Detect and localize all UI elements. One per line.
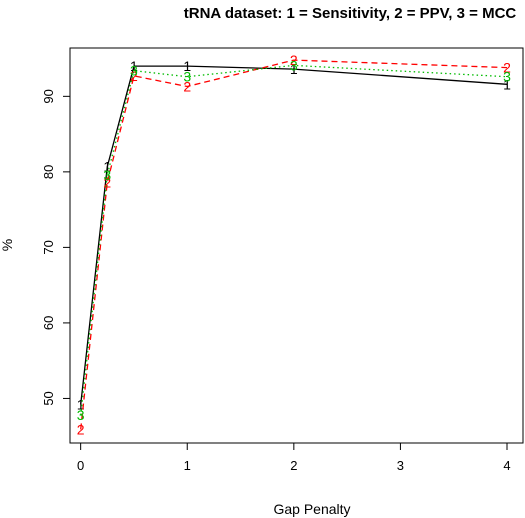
data-point-marker: 2: [183, 79, 191, 95]
series-1: 1 1 1 1 1 1: [77, 58, 511, 412]
plot-frame: [69, 47, 524, 444]
data-point-marker: 2: [503, 60, 511, 76]
x-tick-label: 4: [503, 458, 510, 473]
data-point-marker: 1: [77, 396, 85, 412]
data-point-marker: 2: [103, 174, 111, 190]
data-point-marker: 1: [130, 58, 138, 74]
y-tick-label: 60: [41, 316, 56, 330]
data-point-marker: 3: [103, 167, 111, 183]
x-tick-label: 2: [290, 458, 297, 473]
y-tick-label: 80: [41, 165, 56, 179]
y-tick-label: 90: [41, 89, 56, 103]
series-line: [80, 59, 508, 430]
series-line: [80, 65, 508, 405]
data-point-marker: 1: [103, 159, 111, 175]
data-point-marker: 3: [503, 69, 511, 85]
data-point-marker: 2: [130, 68, 138, 84]
y-axis-label: %: [0, 239, 15, 251]
data-point-marker: 1: [183, 58, 191, 74]
series-3: 3 3 3 3 3 3: [77, 57, 511, 423]
series-2: 2 2 2 2 2 2: [77, 52, 511, 437]
x-axis-label: Gap Penalty: [273, 501, 350, 517]
data-point-marker: 3: [183, 69, 191, 85]
y-tick-label: 70: [41, 240, 56, 254]
chart-title: tRNA dataset: 1 = Sensitivity, 2 = PPV, …: [184, 5, 517, 22]
x-tick-label: 3: [397, 458, 404, 473]
data-point-marker: 3: [77, 407, 85, 423]
data-point-marker: 1: [503, 76, 511, 92]
series-line: [80, 64, 508, 416]
data-point-marker: 2: [290, 52, 298, 68]
data-point-marker: 3: [290, 57, 298, 73]
data-point-marker: 3: [130, 63, 138, 79]
x-tick-label: 1: [184, 458, 191, 473]
x-axis: 0 1 2 3 4: [77, 442, 511, 473]
data-point-marker: 1: [290, 61, 298, 77]
y-tick-label: 50: [41, 391, 56, 405]
y-axis: 50 60 70 80 90: [41, 89, 71, 406]
x-tick-label: 0: [77, 458, 84, 473]
data-point-marker: 2: [77, 421, 85, 437]
